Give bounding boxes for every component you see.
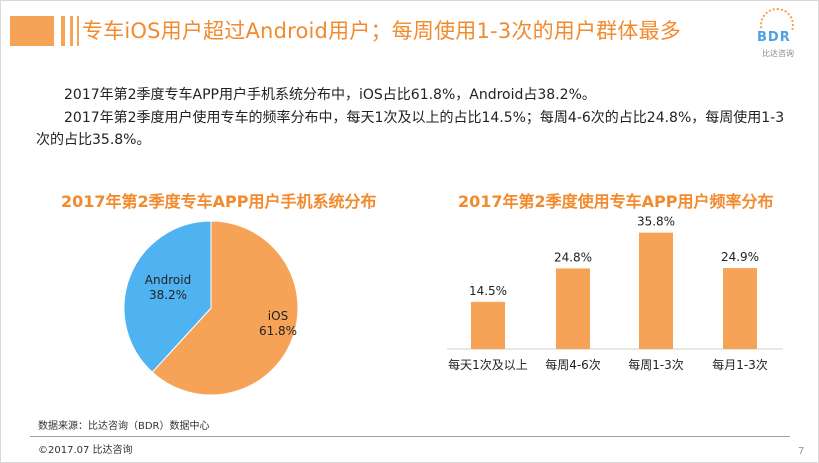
footer-divider <box>30 436 790 437</box>
bar-category-label-2: 每周4-6次 <box>545 357 601 372</box>
bar-category-label-4: 每月1-3次 <box>712 357 768 372</box>
pie-label-android: Android <box>145 273 191 287</box>
summary-paragraph-frequency: 2017年第2季度用户使用专车的频率分布中，每天1次及以上的占比14.5%；每周… <box>36 110 785 148</box>
bar-category-label-3: 每周1-3次 <box>628 357 684 372</box>
bar-chart-title: 2017年第2季度使用专车APP用户频率分布 <box>458 192 774 211</box>
pie-chart-title: 2017年第2季度专车APP用户手机系统分布 <box>61 192 377 211</box>
data-source: 数据来源：比达咨询（BDR）数据中心 <box>38 421 210 432</box>
pie-label-ios: iOS <box>268 309 288 323</box>
pie-slice-ios <box>151 220 299 396</box>
copyright: ©2017.07 比达咨询 <box>38 445 133 456</box>
bar-value-label-2: 24.8% <box>554 250 592 264</box>
bar-4 <box>723 268 757 349</box>
pie-value-android: 38.2% <box>149 288 187 302</box>
pie-value-ios: 61.8% <box>259 324 297 338</box>
page-number: 7 <box>798 446 805 457</box>
bar-value-label-4: 24.9% <box>721 250 759 264</box>
summary-paragraph-os: 2017年第2季度专车APP用户手机系统分布中，iOS占比61.8%，Andro… <box>64 87 596 103</box>
logo-text: BDR <box>756 30 792 45</box>
bdr-logo: BDR 比达咨询 <box>752 8 804 60</box>
bar-category-label-1: 每天1次及以上 <box>448 357 528 372</box>
bar-value-label-3: 35.8% <box>637 215 675 229</box>
bar-1 <box>471 301 505 349</box>
page-title: 专车iOS用户超过Android用户；每周使用1-3次的用户群体最多 <box>82 19 681 43</box>
bar-value-label-1: 14.5% <box>469 284 507 298</box>
bar-3 <box>639 232 673 349</box>
bar-2 <box>556 268 590 349</box>
logo-subtext: 比达咨询 <box>762 49 794 58</box>
pie-slice-android <box>123 220 212 373</box>
